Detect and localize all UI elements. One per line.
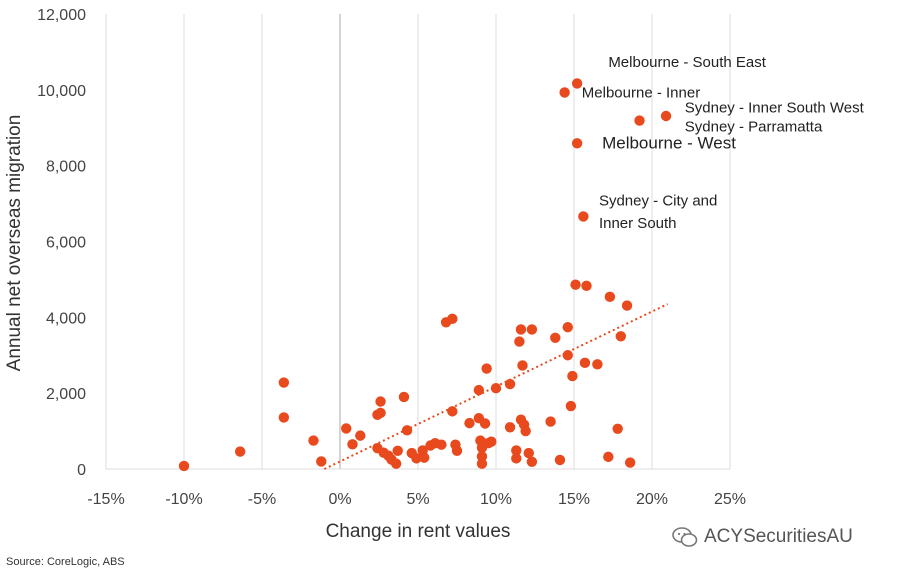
data-point xyxy=(476,458,488,469)
x-axis-title: Change in rent values xyxy=(326,521,511,542)
data-point xyxy=(526,456,538,467)
data-point xyxy=(504,422,516,433)
y-tick-label: 2,000 xyxy=(46,386,86,403)
x-axis-ticks: -15% -10% -5% 0% 5% 10% 15% 20% 25% xyxy=(87,491,746,508)
data-point xyxy=(436,439,447,450)
data-point xyxy=(624,457,636,468)
data-point xyxy=(511,445,522,456)
x-tick-label: 25% xyxy=(714,491,746,508)
data-point xyxy=(473,384,485,396)
data-point xyxy=(308,435,319,446)
data-point xyxy=(554,454,566,466)
data-point xyxy=(511,453,522,464)
data-point xyxy=(567,370,578,382)
data-points xyxy=(178,78,672,472)
grid-lines xyxy=(105,14,731,470)
data-point xyxy=(316,456,327,467)
data-point xyxy=(411,453,422,464)
data-point xyxy=(514,336,525,347)
data-point xyxy=(278,377,290,388)
data-point xyxy=(392,445,403,456)
data-point xyxy=(390,458,402,469)
data-point xyxy=(559,87,570,98)
data-point xyxy=(517,360,528,371)
data-point xyxy=(476,451,488,462)
y-tick-label: 8,000 xyxy=(46,159,86,176)
data-point xyxy=(634,115,645,126)
x-tick-label: 0% xyxy=(328,491,351,508)
x-tick-label: -15% xyxy=(87,491,124,508)
x-tick-label: -10% xyxy=(165,491,202,508)
data-point xyxy=(347,439,358,450)
data-point xyxy=(571,78,583,89)
point-annotation: Sydney - Inner South West xyxy=(685,100,865,117)
watermark-text: ACYSecuritiesAU xyxy=(704,526,853,547)
data-point xyxy=(398,391,410,403)
x-tick-label: 10% xyxy=(480,491,512,508)
point-annotation: Melbourne - South East xyxy=(608,54,766,71)
watermark: ACYSecuritiesAU xyxy=(672,526,853,548)
data-point xyxy=(355,430,366,441)
data-point xyxy=(581,280,592,292)
point-annotation: Sydney - City and xyxy=(599,192,717,209)
point-annotation: Sydney - Parramatta xyxy=(685,119,823,136)
point-annotation: Inner South xyxy=(599,215,677,232)
data-point xyxy=(278,412,290,423)
data-point xyxy=(234,446,246,457)
y-axis-title: Annual net overseas migration xyxy=(4,115,25,372)
data-point xyxy=(592,359,603,370)
data-point xyxy=(451,445,463,456)
data-point xyxy=(526,324,538,335)
data-point xyxy=(490,383,502,394)
data-point xyxy=(520,425,531,437)
y-tick-label: 6,000 xyxy=(46,235,86,252)
data-point xyxy=(612,423,623,435)
data-point xyxy=(615,331,626,342)
wechat-icon xyxy=(672,527,698,547)
data-point xyxy=(515,324,527,335)
y-tick-label: 4,000 xyxy=(46,310,86,327)
data-point xyxy=(419,452,430,463)
data-point xyxy=(578,211,589,222)
data-point xyxy=(603,451,614,463)
data-point xyxy=(447,313,458,325)
x-tick-label: 20% xyxy=(636,491,668,508)
data-point xyxy=(570,279,581,290)
data-point xyxy=(571,138,583,149)
data-point xyxy=(479,418,491,429)
y-axis-ticks: 0 2,000 4,000 6,000 8,000 10,000 12,000 xyxy=(37,7,86,479)
data-point xyxy=(621,300,633,311)
data-point xyxy=(550,332,561,344)
data-point xyxy=(375,396,386,407)
y-tick-label: 10,000 xyxy=(37,83,86,100)
data-point xyxy=(178,460,190,472)
data-point xyxy=(523,447,534,459)
data-point xyxy=(562,321,573,333)
y-tick-label: 12,000 xyxy=(37,7,86,24)
data-point xyxy=(562,350,573,361)
data-point xyxy=(579,357,591,369)
data-point xyxy=(545,416,556,427)
data-point xyxy=(447,406,458,417)
data-point xyxy=(464,417,475,429)
data-point xyxy=(483,438,494,449)
data-point xyxy=(375,407,386,419)
data-point xyxy=(341,423,352,434)
data-point xyxy=(504,378,516,390)
x-tick-label: 5% xyxy=(406,491,429,508)
data-point xyxy=(565,400,577,412)
x-tick-label: 15% xyxy=(558,491,590,508)
data-point xyxy=(604,291,616,303)
point-annotation: Melbourne - Inner xyxy=(582,84,700,101)
y-tick-label: 0 xyxy=(77,462,86,479)
point-annotation: Melbourne - West xyxy=(602,134,736,153)
data-point xyxy=(660,110,672,122)
source-note: Source: CoreLogic, ABS xyxy=(6,556,125,568)
data-point xyxy=(401,425,413,436)
x-tick-label: -5% xyxy=(248,491,276,508)
data-point xyxy=(481,363,492,374)
